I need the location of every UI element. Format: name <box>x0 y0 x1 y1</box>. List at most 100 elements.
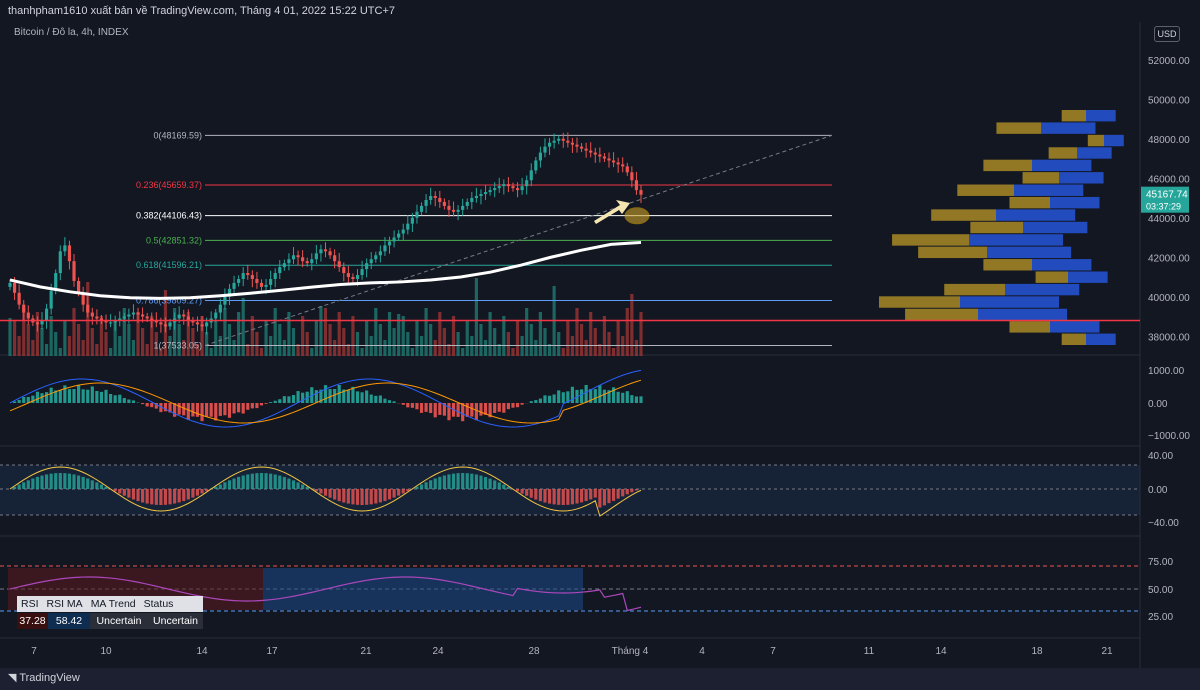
candle-body <box>81 292 85 305</box>
macd-axis-label: −1000.00 <box>1148 431 1190 442</box>
candle-body <box>538 152 542 161</box>
volume-bar <box>145 344 149 356</box>
oscillator-bar <box>31 478 35 489</box>
oscillator-bar <box>269 473 273 489</box>
macd-histogram-bar <box>49 387 53 403</box>
oscillator-bar <box>342 489 346 503</box>
volume-bar <box>538 312 542 356</box>
fib-level-label: 0(48169.59) <box>153 130 202 140</box>
volume-bar <box>141 328 145 356</box>
candle-body <box>250 275 254 279</box>
candle-body <box>378 251 382 256</box>
macd-histogram-bar <box>625 391 629 403</box>
oscillator-bar <box>163 489 168 505</box>
macd-histogram-bar <box>76 384 81 403</box>
candle-body <box>177 314 181 319</box>
volume-bar <box>529 324 533 356</box>
macd-histogram-bar <box>31 395 35 403</box>
macd-histogram-bar <box>529 401 533 403</box>
candle-body <box>131 312 136 315</box>
macd-histogram-bar <box>246 403 250 410</box>
macd-histogram-bar <box>424 403 428 412</box>
currency-button[interactable]: USD <box>1154 26 1180 42</box>
time-tick-label: 24 <box>432 646 444 657</box>
candle-body <box>67 245 72 262</box>
candle-body <box>223 296 227 305</box>
oscillator-bar <box>547 489 552 504</box>
macd-histogram-bar <box>488 403 492 418</box>
oscillator-bar <box>406 489 410 492</box>
volume-bar <box>49 316 53 356</box>
macd-histogram-bar <box>497 403 501 412</box>
oscillator-bar <box>278 475 282 489</box>
volume-profile-bar-buy <box>1050 321 1100 333</box>
oscillator-bar <box>369 489 373 505</box>
volume-bar <box>429 324 433 356</box>
volume-bar <box>314 320 318 356</box>
candle-body <box>259 282 264 287</box>
candle-body <box>493 188 497 191</box>
macd-line <box>9 369 642 428</box>
fib-level-label: 0.236(45659.37) <box>136 180 202 190</box>
macd-histogram-bar <box>127 399 131 403</box>
candle-body <box>456 209 460 212</box>
oscillator-bar <box>470 473 474 489</box>
macd-histogram-bar <box>378 395 382 403</box>
macd-histogram-bar <box>511 403 515 408</box>
candle-body <box>383 245 387 252</box>
volume-bar <box>397 314 401 356</box>
oscillator-bar <box>118 489 122 494</box>
volume-bar <box>44 344 49 356</box>
macd-histogram-bar <box>90 386 94 403</box>
volume-bar <box>255 332 259 356</box>
macd-histogram-bar <box>433 403 437 418</box>
time-tick-label: 21 <box>360 646 372 657</box>
macd-histogram-bar <box>538 398 542 403</box>
tradingview-logo[interactable]: ◥ TradingView <box>8 671 80 684</box>
macd-histogram-bar <box>314 390 318 403</box>
oscillator-bar <box>598 489 602 508</box>
volume-bar <box>589 312 593 356</box>
macd-histogram-bar <box>502 403 506 413</box>
oscillator-axis-label: 0.00 <box>1148 485 1168 496</box>
candle-body <box>255 278 259 283</box>
macd-histogram-bar <box>86 389 90 403</box>
oscillator-bar <box>259 473 264 489</box>
macd-histogram-bar <box>557 390 561 403</box>
volume-profile-bar-buy <box>1068 271 1108 283</box>
oscillator-bar <box>483 476 488 489</box>
last-price-label: 45167.74 <box>1146 190 1188 201</box>
chart-canvas[interactable]: 0(48169.59) 0.236(45659.37) 0.382(44106.43… <box>0 0 1200 668</box>
candle-body <box>282 263 286 268</box>
volume-profile-bar-sell <box>1061 110 1086 122</box>
macd-histogram-bar <box>346 389 350 403</box>
time-tick-label: 4 <box>699 646 705 657</box>
oscillator-bar <box>447 474 451 489</box>
oscillator-bar <box>131 489 136 500</box>
oscillator-bar <box>579 489 584 503</box>
macd-histogram-bar <box>182 403 186 416</box>
symbol-label[interactable]: Bitcoin / Đô la, 4h, INDEX <box>14 27 129 38</box>
candle-body <box>621 164 625 167</box>
macd-histogram-bar <box>209 403 213 417</box>
macd-histogram-bar <box>365 390 369 403</box>
candle-body <box>72 261 76 281</box>
oscillator-bar <box>195 489 200 496</box>
oscillator-bar <box>625 489 629 495</box>
volume-bar <box>223 308 227 356</box>
macd-histogram-bar <box>351 386 355 403</box>
volume-bar <box>182 340 186 356</box>
volume-bar <box>401 316 405 356</box>
candle-body <box>497 186 501 189</box>
macd-histogram-bar <box>54 390 58 403</box>
candle-body <box>22 304 26 313</box>
macd-histogram-bar <box>168 403 172 413</box>
candle-body <box>529 170 533 181</box>
legend-matrend-value: Uncertain <box>90 613 148 629</box>
macd-histogram-bar <box>470 403 474 417</box>
oscillator-bar <box>534 489 538 500</box>
oscillator-bar <box>22 482 26 489</box>
macd-histogram-bar <box>547 395 552 403</box>
candle-body <box>607 158 611 161</box>
oscillator-bar <box>337 489 341 502</box>
